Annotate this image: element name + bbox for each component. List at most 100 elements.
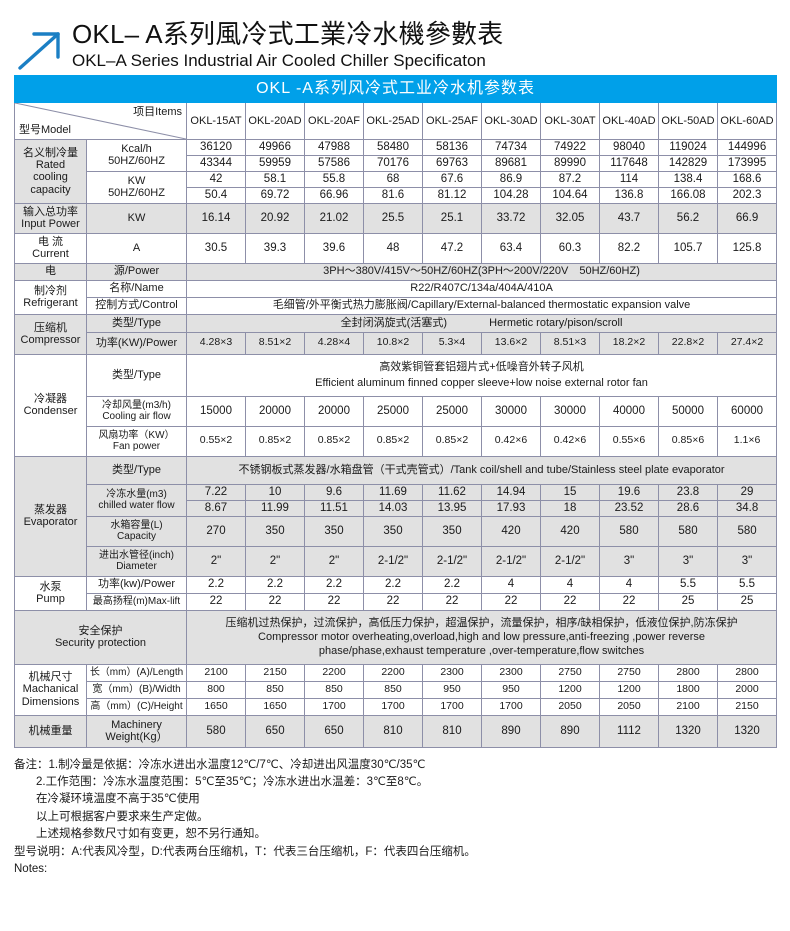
model-header-row: 型号Model 项目Items OKL-15AT OKL-20AD OKL-20… xyxy=(14,102,778,140)
cell-evap-flow-a-2: 9.6 xyxy=(304,483,364,501)
cell-pump-power-4: 2.2 xyxy=(422,575,482,594)
cell-evap-flow-a-8: 23.8 xyxy=(658,483,718,501)
note-line-6: 型号说明：A:代表风冷型，D:代表两台压缩机，T：代表三台压缩机，F：代表四台压… xyxy=(14,845,476,858)
cell-kw60-8: 166.08 xyxy=(658,186,718,204)
cell-evap-flow-a-3: 11.69 xyxy=(363,483,423,501)
cell-airflow-2: 20000 xyxy=(304,395,364,427)
cell-airflow-3: 25000 xyxy=(363,395,423,427)
row-power-supply: 电 源/Power 3PH～380V/415V～50HZ/60HZ(3PH～20… xyxy=(14,262,778,281)
model-header-7: OKL-40AD xyxy=(599,102,659,140)
label-line-1: 制冷剂 xyxy=(34,284,67,297)
cell-compressor-power-5: 13.6×2 xyxy=(481,331,541,355)
row-current: 电 流 Current A 30.5 39.3 39.6 48 47.2 63.… xyxy=(14,232,778,264)
note-line-1: 备注：1.制冷量是依据：冷冻水进出水温度12℃/7℃、冷却进出风温度30℃/35… xyxy=(14,758,426,771)
row-rated-kcal-60: 43344 59959 57586 70176 69763 89681 8999… xyxy=(15,154,778,172)
cell-length-3: 2200 xyxy=(363,663,423,682)
cell-width-5: 950 xyxy=(481,680,541,699)
cell-kw60-4: 81.12 xyxy=(422,186,482,204)
unit-kcal-line2: 50HZ/60HZ xyxy=(108,155,165,168)
cell-length-9: 2800 xyxy=(716,663,778,682)
cell-current-0: 30.5 xyxy=(186,232,246,264)
cell-fanpower-9: 1.1×6 xyxy=(716,425,778,457)
cell-kw50-1: 58.1 xyxy=(245,170,305,188)
model-header-3: OKL-25AD xyxy=(363,102,423,140)
cell-evap-diameter-9: 3" xyxy=(716,545,778,577)
label-refrigerant: 制冷剂 Refrigerant xyxy=(14,279,87,315)
label-line-2: Weight(Kg） xyxy=(105,731,168,743)
cell-height-2: 1700 xyxy=(304,697,364,716)
cell-kw50-8: 138.4 xyxy=(658,170,718,188)
cell-height-3: 1700 xyxy=(363,697,423,716)
label-line-2: chilled water flow xyxy=(98,500,175,511)
cell-kcal50-2: 47988 xyxy=(304,139,364,156)
note-line-4: 以上可根据客户要求来生产定做。 xyxy=(36,810,209,823)
cell-pump-lift-1: 22 xyxy=(245,592,305,611)
label-current: 电 流 Current xyxy=(14,232,87,264)
cell-fanpower-6: 0.42×6 xyxy=(540,425,600,457)
footer-notes: 备注：1.制冷量是依据：冷冻水进出水温度12℃/7℃、冷却进出风温度30℃/35… xyxy=(14,757,790,879)
specification-table: OKL -A系列风冷式工业冷水机参数表 型号Model 项目Items OKL-… xyxy=(13,75,778,748)
cell-height-1: 1650 xyxy=(245,697,305,716)
label-line-2: Rated xyxy=(35,158,66,171)
cell-length-2: 2200 xyxy=(304,663,364,682)
condenser-type-en: Efficient aluminum finned copper sleeve+… xyxy=(315,376,648,389)
cell-input-power-3: 25.5 xyxy=(363,202,423,234)
cell-current-1: 39.3 xyxy=(245,232,305,264)
cell-evap-flow-b-0: 8.67 xyxy=(186,499,246,517)
cell-kw60-9: 202.3 xyxy=(716,186,778,204)
cell-evap-capacity-7: 580 xyxy=(599,515,659,547)
cell-pump-lift-8: 25 xyxy=(658,592,718,611)
value-compressor-type: 全封闭涡旋式(活塞式) Hermetic rotary/pison/scroll xyxy=(185,313,778,333)
cell-kw60-1: 69.72 xyxy=(245,186,305,204)
cell-pump-lift-4: 22 xyxy=(422,592,482,611)
cell-evap-flow-a-9: 29 xyxy=(716,483,778,501)
cell-evap-diameter-1: 2" xyxy=(245,545,305,577)
note-line-7: Notes: xyxy=(14,863,48,876)
model-header-1: OKL-20AD xyxy=(245,102,305,140)
cell-current-4: 47.2 xyxy=(422,232,482,264)
label-compressor: 压缩机 Compressor xyxy=(14,313,87,355)
cell-weight-6: 890 xyxy=(540,714,600,748)
row-rated-kw-60: 50.4 69.72 66.96 81.6 81.12 104.28 104.6… xyxy=(15,186,778,204)
cell-input-power-4: 25.1 xyxy=(422,202,482,234)
cell-kcal50-6: 74922 xyxy=(540,139,600,156)
cell-evap-flow-b-2: 11.51 xyxy=(304,499,364,517)
cell-compressor-power-6: 8.51×3 xyxy=(540,331,600,355)
cell-pump-lift-0: 22 xyxy=(186,592,246,611)
cell-evap-flow-a-4: 11.62 xyxy=(422,483,482,501)
cell-evap-flow-a-6: 15 xyxy=(540,483,600,501)
label-line-2: Compressor xyxy=(20,334,81,346)
cell-length-6: 2750 xyxy=(540,663,600,682)
cell-pump-power-8: 5.5 xyxy=(658,575,718,594)
cell-length-1: 2150 xyxy=(245,663,305,682)
cell-kcal50-9: 144996 xyxy=(716,139,778,156)
cell-input-power-7: 43.7 xyxy=(599,202,659,234)
cell-input-power-0: 16.14 xyxy=(186,202,246,234)
cell-kw50-9: 168.6 xyxy=(716,170,778,188)
cell-kw60-2: 66.96 xyxy=(304,186,364,204)
model-header-4: OKL-25AF xyxy=(422,102,482,140)
cell-airflow-8: 50000 xyxy=(658,395,718,427)
label-rated-cooling-capacity: 名义制冷量 Rated cooling capacity xyxy=(14,139,87,204)
row-machinery-weight: 机械重量 Machinery Weight(Kg） 580 650 650 81… xyxy=(14,714,778,748)
cell-evap-diameter-8: 3" xyxy=(658,545,718,577)
cell-evap-flow-b-6: 18 xyxy=(540,499,600,517)
cell-pump-power-3: 2.2 xyxy=(363,575,423,594)
cell-weight-9: 1320 xyxy=(716,714,778,748)
note-line-3: 在冷凝环境温度不高于35℃使用 xyxy=(36,793,200,806)
label-line-1: 冷凝器 xyxy=(34,392,67,405)
cell-weight-3: 810 xyxy=(363,714,423,748)
cell-current-9: 125.8 xyxy=(716,232,778,264)
cell-evap-diameter-0: 2" xyxy=(186,545,246,577)
cell-input-power-9: 66.9 xyxy=(716,202,778,234)
label-evaporator-capacity: 水箱容量(L) Capacity xyxy=(86,515,187,547)
compressor-type-cn: 全封闭涡旋式(活塞式) xyxy=(340,316,447,329)
row-pump-lift: 最高扬程(m)Max-lift 22 22 22 22 22 22 22 22 … xyxy=(15,592,778,611)
label-line-1: 风扇功率（KW） xyxy=(98,429,175,441)
row-rated-kw-50: KW 50HZ/60HZ 42 58.1 55.8 68 67.6 86.9 8… xyxy=(15,170,778,204)
cell-kw50-3: 68 xyxy=(363,170,423,188)
page-header: OKL– A系列風冷式工業冷水機參數表 OKL–A Series Industr… xyxy=(0,0,790,72)
cell-height-5: 1700 xyxy=(481,697,541,716)
cell-kw50-6: 87.2 xyxy=(540,170,600,188)
unit-kw-line1: KW xyxy=(127,174,146,187)
